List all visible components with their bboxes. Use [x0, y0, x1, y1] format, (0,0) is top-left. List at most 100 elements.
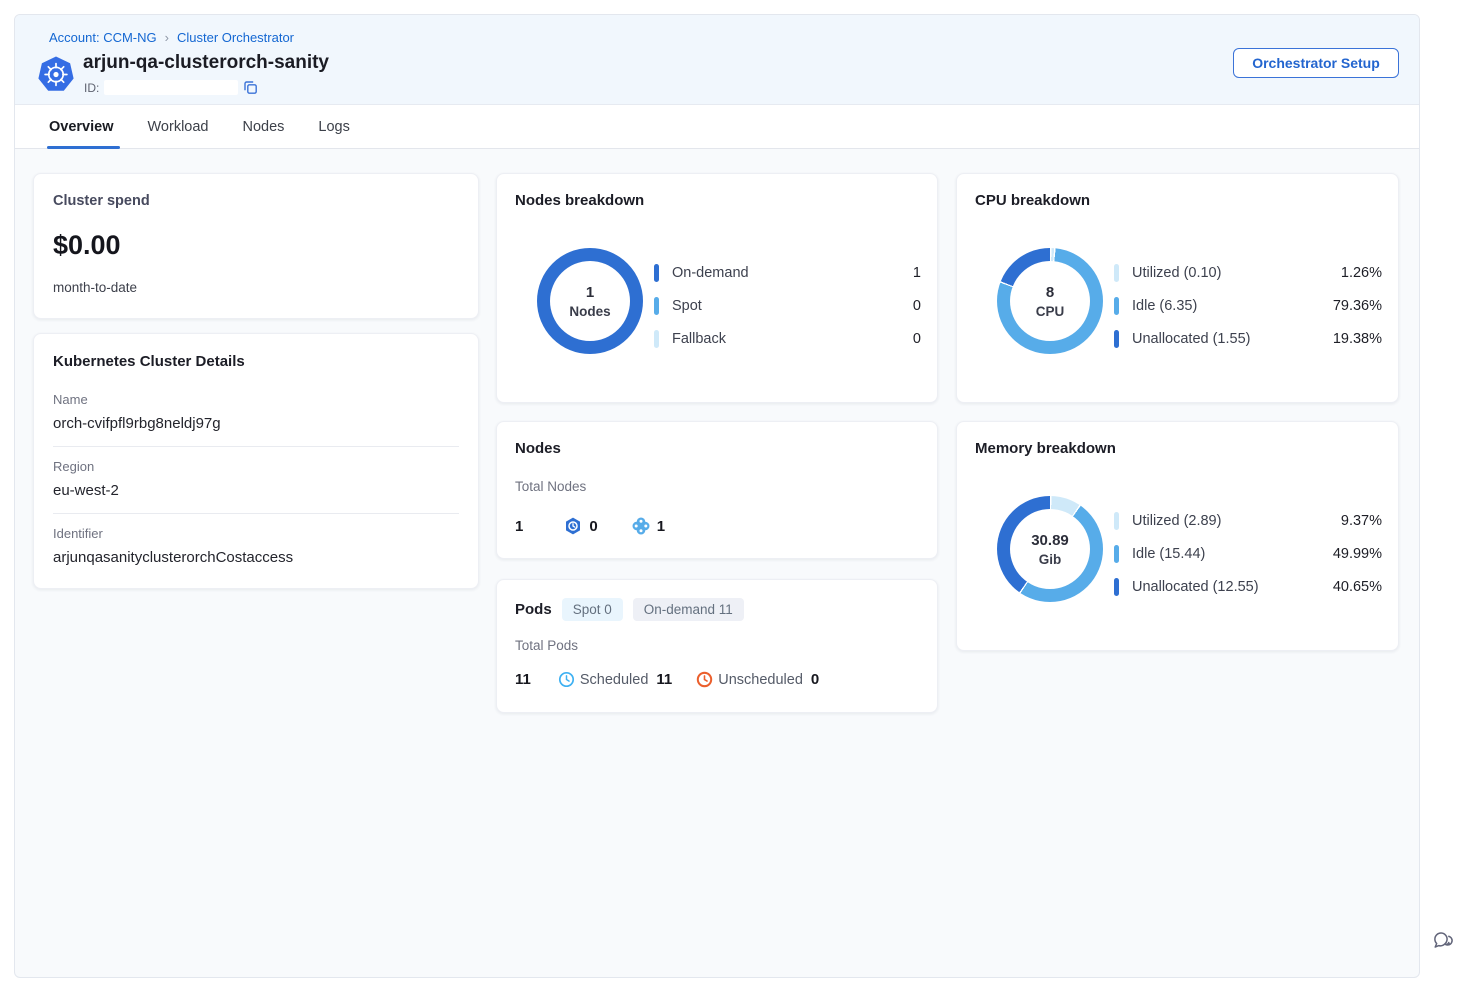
scheduled-clock-icon — [558, 671, 574, 688]
page-header: Account: CCM-NG › Cluster Orchestrator a… — [15, 15, 1419, 105]
memory-breakdown-title: Memory breakdown — [975, 440, 1116, 457]
breadcrumb-cluster-orchestrator-link[interactable]: Cluster Orchestrator — [176, 30, 295, 45]
tab-workload[interactable]: Workload — [147, 118, 209, 135]
nodes-breakdown-card: Nodes breakdown 1 Nodes On-demand 1 Spot 0 F… — [496, 173, 938, 403]
unscheduled-clock-icon — [697, 671, 713, 688]
legend-item: Idle (15.44) 49.99% — [1114, 543, 1382, 564]
cluster-spend-card: Cluster spend $0.00 month-to-date — [33, 173, 479, 319]
legend-value: 1.26% — [1340, 264, 1382, 281]
legend-value: 79.36% — [1332, 297, 1382, 314]
cpu-donut-chart: 8 CPU — [997, 248, 1103, 354]
spot-pods-badge: Spot 0 — [561, 598, 623, 621]
pods-card-title: Pods — [515, 601, 552, 618]
cpu-breakdown-card: CPU breakdown 8 CPU Utilized (0.10) 1.26%… — [956, 173, 1399, 403]
donut-center-value: 30.89 — [1031, 531, 1069, 549]
legend-item: Utilized (0.10) 1.26% — [1114, 262, 1382, 283]
orchestrator-setup-button[interactable]: Orchestrator Setup — [1233, 48, 1399, 78]
legend-value: 9.37% — [1340, 512, 1382, 529]
donut-center-label: Gib — [1038, 551, 1062, 567]
memory-breakdown-legend: Utilized (2.89) 9.37% Idle (15.44) 49.99% Un… — [1114, 510, 1382, 597]
breadcrumb-account-link[interactable]: Account: CCM-NG — [49, 30, 157, 45]
detail-field-name: Name orch-cvifpfl9rbg8neldj97g — [53, 380, 459, 447]
breadcrumb: Account: CCM-NG › Cluster Orchestrator — [49, 30, 294, 45]
on-demand-nodes-value: 1 — [656, 517, 666, 535]
donut-center-value: 8 — [1045, 283, 1055, 301]
unscheduled-label: Unscheduled — [718, 671, 803, 688]
legend-color-bar — [1114, 544, 1119, 563]
copy-icon[interactable] — [243, 80, 258, 95]
tab-bar: Overview Workload Nodes Logs — [15, 105, 1419, 149]
field-value: arjunqasanityclusterorchCostaccess — [53, 549, 294, 566]
legend-color-bar — [654, 263, 659, 282]
detail-field-identifier: Identifier arjunqasanityclusterorchCosta… — [53, 514, 459, 580]
total-pods-label: Total Pods — [515, 638, 579, 653]
field-value: orch-cvifpfl9rbg8neldj97g — [53, 415, 221, 432]
legend-item: Spot 0 — [654, 295, 921, 316]
tab-nodes[interactable]: Nodes — [242, 118, 285, 135]
legend-value: 1 — [912, 264, 921, 281]
legend-value: 49.99% — [1332, 545, 1382, 562]
cpu-breakdown-title: CPU breakdown — [975, 192, 1091, 209]
legend-color-bar — [1114, 263, 1119, 282]
legend-item: Fallback 0 — [654, 328, 921, 349]
legend-item: Unallocated (12.55) 40.65% — [1114, 576, 1382, 597]
pods-title-row: Pods Spot 0 On-demand 11 — [515, 598, 919, 621]
donut-center-label: Nodes — [569, 303, 611, 319]
unscheduled-value: 0 — [810, 671, 820, 688]
legend-value: 19.38% — [1332, 330, 1382, 347]
nodes-card: Nodes Total Nodes 1 0 1 — [496, 421, 938, 559]
field-label: Identifier — [53, 526, 103, 541]
on-demand-pods-badge: On-demand 11 — [632, 598, 744, 621]
nodes-breakdown-title: Nodes breakdown — [515, 192, 645, 209]
field-label: Name — [53, 392, 88, 407]
legend-label: Idle (15.44) — [1132, 545, 1206, 562]
donut-center-label: CPU — [1035, 303, 1065, 319]
field-value: eu-west-2 — [53, 482, 119, 499]
total-nodes-label: Total Nodes — [515, 479, 587, 494]
main-panel: Account: CCM-NG › Cluster Orchestrator a… — [14, 14, 1420, 978]
legend-label: Fallback — [672, 330, 726, 347]
id-label: ID: — [84, 80, 100, 95]
legend-color-bar — [654, 296, 659, 315]
cluster-details-title: Kubernetes Cluster Details — [53, 353, 245, 370]
tab-overview[interactable]: Overview — [47, 105, 119, 149]
field-label: Region — [53, 459, 95, 474]
legend-value: 0 — [912, 297, 921, 314]
legend-color-bar — [1114, 577, 1119, 596]
donut-center-value: 1 — [585, 283, 595, 301]
breadcrumb-separator: › — [164, 30, 169, 45]
legend-label: Utilized (0.10) — [1132, 264, 1222, 281]
legend-item: On-demand 1 — [654, 262, 921, 283]
legend-color-bar — [1114, 511, 1119, 530]
legend-label: Idle (6.35) — [1132, 297, 1198, 314]
legend-color-bar — [1114, 296, 1119, 315]
cluster-spend-period: month-to-date — [53, 280, 138, 295]
kubernetes-icon — [38, 56, 74, 91]
memory-breakdown-card: Memory breakdown 30.89 Gib Utilized (2.8… — [956, 421, 1399, 651]
cluster-id-row: ID: — [84, 80, 258, 95]
legend-label: Utilized (2.89) — [1132, 512, 1222, 529]
legend-label: Unallocated (1.55) — [1132, 330, 1251, 347]
legend-label: Unallocated (12.55) — [1132, 578, 1259, 595]
total-nodes-value: 1 — [515, 517, 524, 535]
nodes-donut-chart: 1 Nodes — [537, 248, 643, 354]
legend-value: 40.65% — [1332, 578, 1382, 595]
tab-logs[interactable]: Logs — [318, 118, 350, 135]
on-demand-node-icon — [632, 517, 650, 535]
legend-label: Spot — [672, 297, 702, 314]
legend-item: Idle (6.35) 79.36% — [1114, 295, 1382, 316]
legend-label: On-demand — [672, 264, 749, 281]
detail-field-region: Region eu-west-2 — [53, 447, 459, 514]
legend-value: 0 — [912, 330, 921, 347]
scheduled-label: Scheduled — [579, 671, 649, 688]
nodes-breakdown-legend: On-demand 1 Spot 0 Fallback 0 — [654, 262, 921, 349]
pods-stats-row: 11 Scheduled 11 Unscheduled 0 — [515, 671, 919, 688]
id-value-box — [104, 80, 239, 95]
total-pods-value: 11 — [515, 671, 531, 688]
spot-nodes-value: 0 — [589, 517, 598, 535]
memory-donut-chart: 30.89 Gib — [997, 496, 1103, 602]
help-chat-icon[interactable] — [1430, 928, 1454, 952]
pods-card: Pods Spot 0 On-demand 11 Total Pods 11 S… — [496, 579, 938, 713]
legend-item: Unallocated (1.55) 19.38% — [1114, 328, 1382, 349]
cluster-spend-amount: $0.00 — [53, 230, 121, 260]
